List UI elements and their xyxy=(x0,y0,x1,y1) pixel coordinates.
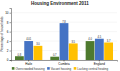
bar xyxy=(104,43,113,60)
title: Housing Environment 2011 xyxy=(31,1,89,6)
x-tick: Haile xyxy=(25,60,32,66)
y-tick: 8 xyxy=(7,21,11,25)
x-axis: Haile Cumbria England xyxy=(12,60,118,66)
legend-item: Overcrowded housing xyxy=(12,67,45,71)
y-tick: 10 xyxy=(5,11,11,15)
bar xyxy=(69,43,78,60)
y-axis-title: Percentage of households xyxy=(0,16,4,51)
x-tick-label: Cumbria xyxy=(58,62,70,66)
bar xyxy=(60,23,69,60)
y-tick: 2 xyxy=(7,49,11,53)
y-tick: 4 xyxy=(7,40,11,44)
bar xyxy=(50,57,59,60)
legend-item: Lacking central heating xyxy=(74,67,109,71)
data-label: 3.0 xyxy=(36,42,40,46)
data-label: 7.8 xyxy=(62,20,66,24)
y-tick: 6 xyxy=(7,30,11,34)
legend-swatch xyxy=(47,67,50,70)
legend-label: Vacant housing xyxy=(51,67,72,71)
chart: Overcrowded housing Vacant housing Lacking… xyxy=(0,0,120,71)
x-tick-label: England xyxy=(94,62,105,66)
legend-swatch xyxy=(74,67,77,70)
data-label: 0.7 xyxy=(53,53,57,57)
y-tick-mark xyxy=(10,41,12,42)
bars xyxy=(15,23,113,60)
x-tick-label: Haile xyxy=(25,62,32,66)
y-tick-label: 4 xyxy=(7,40,9,44)
y-tick-mark xyxy=(10,32,12,33)
y-axis-line xyxy=(10,9,12,61)
grid-line xyxy=(11,12,117,13)
y-axis: 0 2 4 6 8 10 xyxy=(5,9,11,63)
y-tick-label: 8 xyxy=(7,21,9,25)
data-label: 4.01 xyxy=(26,37,32,41)
legend: Overcrowded housing Vacant housing Lacking… xyxy=(12,67,109,71)
data-label: 4.0 xyxy=(88,37,92,41)
legend-item: Vacant housing xyxy=(47,67,71,71)
legend-swatch xyxy=(12,67,15,70)
data-label: 4.5 xyxy=(98,35,102,39)
bar xyxy=(95,39,104,60)
y-tick-label: 2 xyxy=(7,49,9,53)
x-tick: Cumbria xyxy=(58,60,70,66)
bar xyxy=(34,46,43,60)
y-tick-mark xyxy=(10,22,12,23)
y-tick-mark xyxy=(10,13,12,14)
y-tick-mark xyxy=(10,51,12,52)
x-tick: England xyxy=(94,60,105,66)
data-label: 0.8 xyxy=(18,53,22,57)
bar xyxy=(15,56,24,60)
data-label: 3.7 xyxy=(107,39,111,43)
bar xyxy=(24,41,33,60)
y-tick-label: 0 xyxy=(7,58,9,62)
data-label: 3.5 xyxy=(71,40,75,44)
y-tick: 0 xyxy=(7,58,11,62)
bar xyxy=(86,41,95,60)
legend-label: Lacking central heating xyxy=(77,67,108,71)
y-tick-label: 10 xyxy=(5,11,9,15)
plot: 0 2 4 6 8 10 Haile Cumbria England 0.8 0.7 4.0 4.01 7… xyxy=(5,9,117,66)
data-labels: 0.8 0.7 4.0 4.01 7.8 4.5 3.0 3.5 3.7 xyxy=(18,20,111,58)
legend-label: Overcrowded housing xyxy=(15,67,45,71)
y-tick-mark xyxy=(10,60,12,61)
y-tick-label: 6 xyxy=(7,30,9,34)
grid xyxy=(11,13,117,60)
